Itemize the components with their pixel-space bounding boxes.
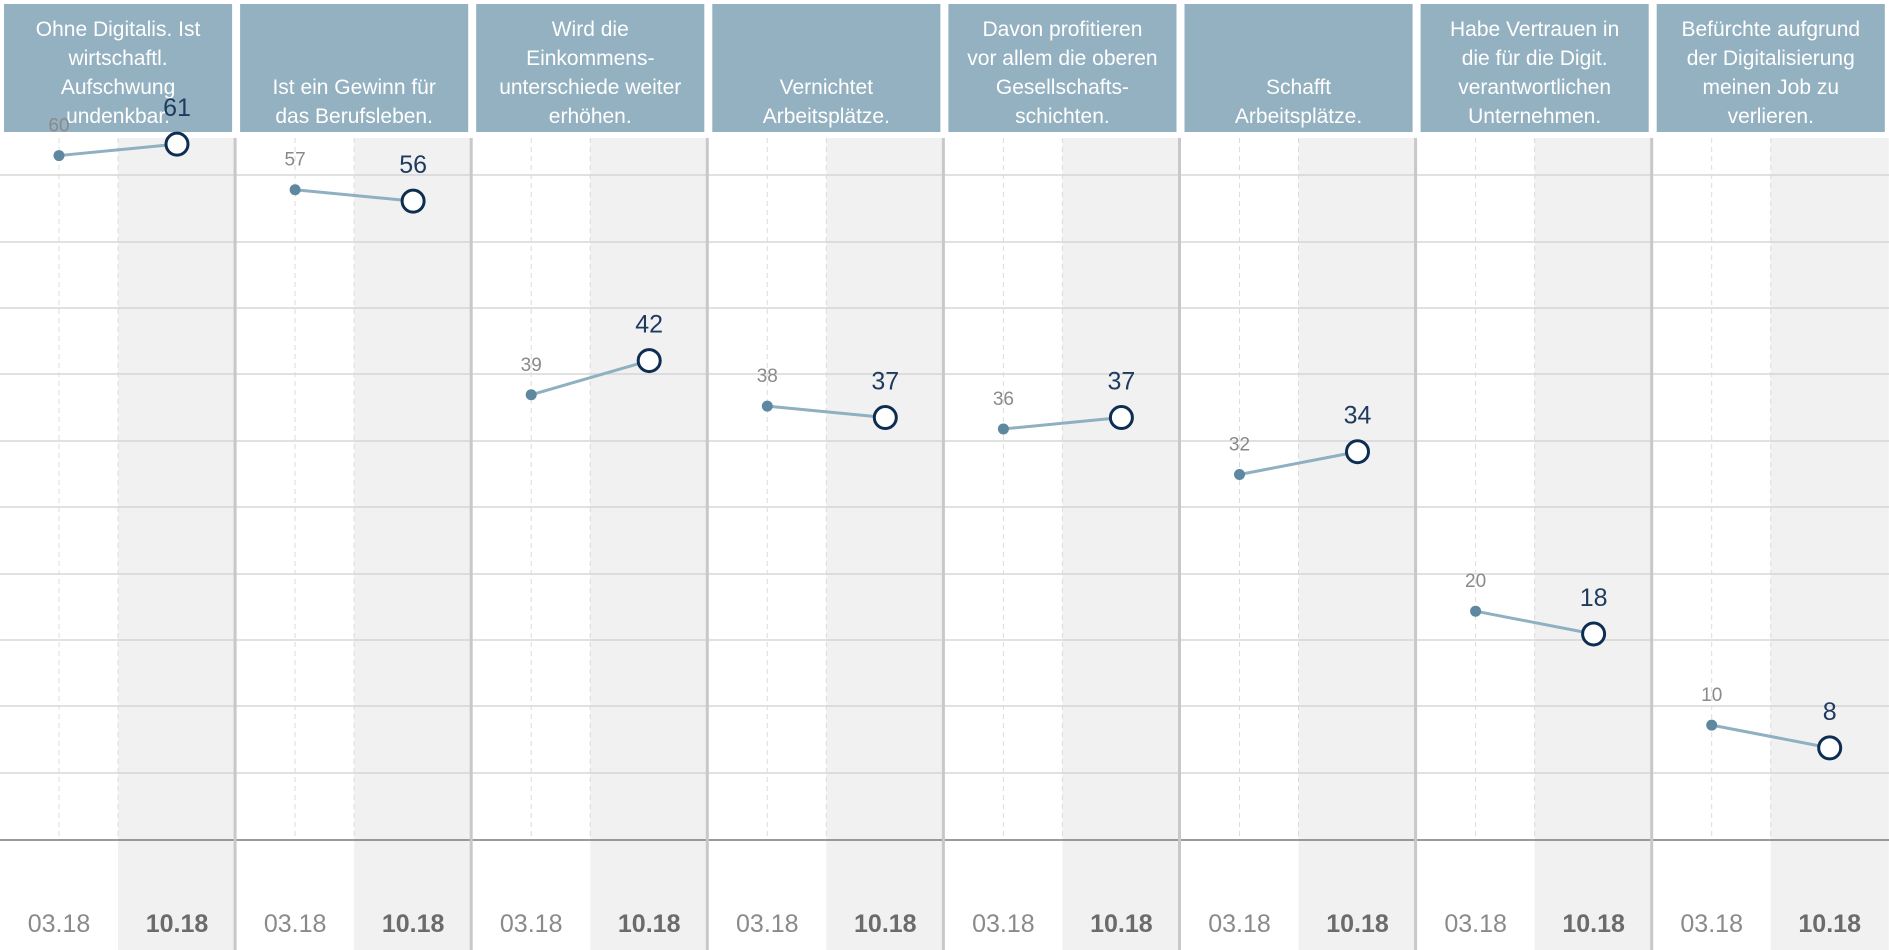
point-10-18 (1345, 439, 1370, 465)
category-label: Habe Vertrauen in (1450, 18, 1619, 41)
point-10-18 (164, 131, 190, 157)
category-label: Davon profitieren (982, 18, 1142, 41)
shaded-column (118, 138, 237, 950)
change-line (1475, 609, 1594, 636)
value-label-10-18: 37 (1107, 368, 1135, 396)
period-label-first: 03.18 (972, 910, 1035, 938)
point-03-18 (761, 400, 773, 412)
period-label-second: 10.18 (146, 910, 209, 938)
point-10-18 (872, 405, 898, 431)
period-label-first: 03.18 (1208, 910, 1271, 938)
change-line (530, 359, 650, 397)
period-label-first: 03.18 (1680, 910, 1743, 938)
category-label: der Digitalisierung (1687, 47, 1855, 70)
change-line (1239, 450, 1358, 476)
category-label: Einkommens- (526, 47, 654, 70)
point-03-18 (525, 389, 537, 401)
category-label: Unternehmen. (1468, 105, 1601, 128)
category-header (1656, 4, 1885, 132)
category-label: unterschiede weiter (499, 76, 681, 99)
category-header (948, 4, 1177, 132)
shaded-column (354, 138, 473, 950)
category-label: verlieren. (1728, 105, 1814, 128)
category-label: Ist ein Gewinn für (272, 76, 435, 99)
change-line (1711, 723, 1830, 750)
shaded-column (1770, 138, 1889, 950)
change-line (58, 142, 178, 158)
point-03-18 (53, 150, 65, 162)
period-label-first: 03.18 (264, 910, 327, 938)
category-label: meinen Job zu (1702, 76, 1839, 99)
category-label: undenkbar. (66, 105, 170, 128)
value-label-10-18: 42 (635, 311, 663, 339)
shaded-column (1298, 138, 1417, 950)
value-label-03-18: 32 (1229, 435, 1250, 456)
point-10-18 (1108, 405, 1134, 431)
shaded-column (1062, 138, 1181, 950)
value-label-03-18: 60 (48, 116, 69, 137)
shaded-column (1534, 138, 1653, 950)
category-label: Befürchte aufgrund (1681, 18, 1860, 41)
value-label-10-18: 18 (1580, 584, 1608, 612)
category-label: Arbeitsplätze. (1235, 105, 1362, 128)
category-header (712, 4, 941, 132)
change-line (1003, 416, 1122, 431)
period-label-second: 10.18 (1326, 910, 1389, 938)
period-label-second: 10.18 (1090, 910, 1153, 938)
period-label-second: 10.18 (382, 910, 445, 938)
point-03-18 (289, 184, 301, 196)
value-label-10-18: 61 (163, 94, 191, 122)
period-label-second: 10.18 (618, 910, 681, 938)
category-label: Wird die (552, 18, 629, 41)
value-label-10-18: 37 (871, 368, 899, 396)
period-label-first: 03.18 (28, 910, 91, 938)
category-label: Arbeitsplätze. (763, 105, 890, 128)
period-label-first: 03.18 (1444, 910, 1507, 938)
point-03-18 (997, 423, 1009, 435)
value-label-03-18: 57 (285, 150, 306, 171)
value-label-10-18: 8 (1823, 698, 1837, 726)
category-header (1184, 4, 1413, 132)
period-label-second: 10.18 (1562, 910, 1625, 938)
category-header (1420, 4, 1649, 132)
value-label-10-18: 56 (399, 151, 427, 179)
period-label-first: 03.18 (736, 910, 799, 938)
point-10-18 (400, 188, 426, 214)
category-label: erhöhen. (549, 105, 632, 128)
point-10-18 (1581, 621, 1607, 647)
category-label: wirtschaftl. (67, 47, 167, 70)
point-10-18 (1817, 735, 1843, 761)
change-line (767, 404, 886, 420)
shaded-column (590, 138, 709, 950)
point-03-18 (1470, 605, 1482, 617)
category-label: Ohne Digitalis. Ist (36, 18, 201, 41)
value-label-03-18: 39 (521, 355, 542, 376)
category-label: Vernichtet (780, 76, 874, 99)
category-label: schichten. (1015, 105, 1110, 128)
change-line (294, 188, 414, 203)
category-label: vor allem die oberen (967, 47, 1157, 70)
period-label-second: 10.18 (854, 910, 917, 938)
value-label-03-18: 20 (1465, 571, 1486, 592)
period-label-first: 03.18 (500, 910, 563, 938)
value-label-03-18: 38 (757, 366, 778, 387)
category-header (240, 4, 469, 132)
category-label: die für die Digit. (1462, 47, 1608, 70)
category-label: verantwortlichen (1458, 76, 1611, 99)
category-header (4, 4, 233, 132)
value-label-03-18: 36 (993, 389, 1014, 410)
category-header (476, 4, 705, 132)
period-label-second: 10.18 (1798, 910, 1861, 938)
category-label: Aufschwung (61, 76, 175, 99)
value-label-10-18: 34 (1344, 402, 1372, 430)
category-label: Schafft (1266, 76, 1331, 99)
point-03-18 (1706, 719, 1718, 731)
category-label: Gesellschafts- (996, 76, 1129, 99)
point-10-18 (636, 348, 662, 374)
value-label-03-18: 10 (1701, 685, 1722, 706)
shaded-column (826, 138, 945, 950)
point-03-18 (1234, 469, 1245, 480)
category-label: das Berufsleben. (275, 105, 433, 128)
